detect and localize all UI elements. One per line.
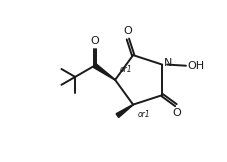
Text: O: O <box>123 26 132 36</box>
Text: O: O <box>90 36 99 46</box>
Polygon shape <box>116 104 133 117</box>
Text: O: O <box>172 108 181 118</box>
Polygon shape <box>93 64 115 80</box>
Text: OH: OH <box>186 61 203 71</box>
Text: N: N <box>163 58 172 69</box>
Text: or1: or1 <box>120 65 132 74</box>
Text: or1: or1 <box>137 110 150 119</box>
